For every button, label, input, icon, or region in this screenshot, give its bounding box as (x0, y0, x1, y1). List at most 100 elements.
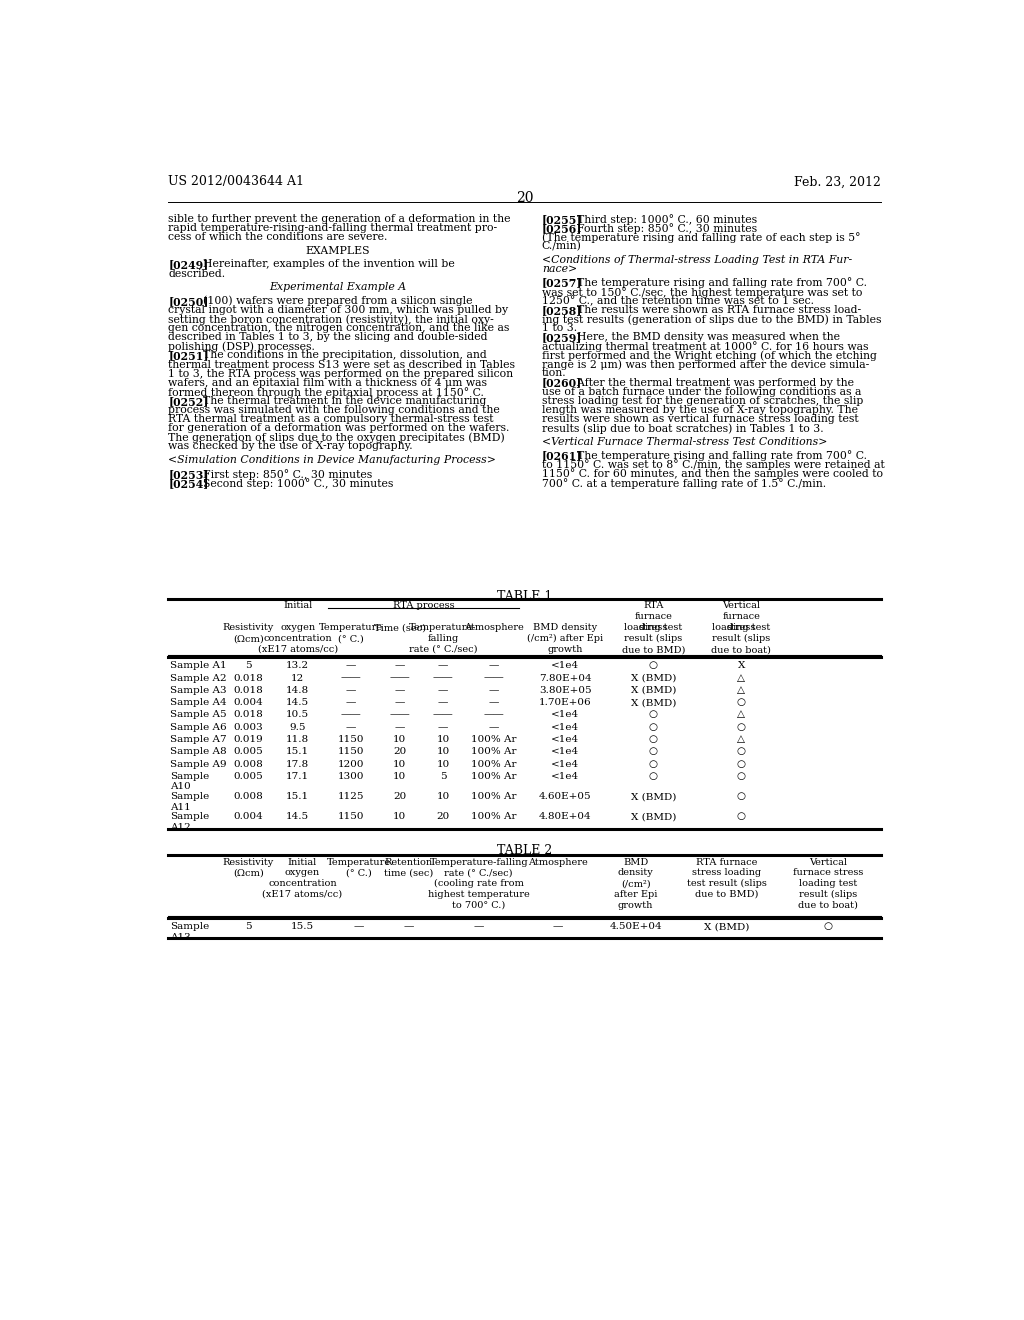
Text: rapid temperature-rising-and-falling thermal treatment pro-: rapid temperature-rising-and-falling the… (168, 223, 498, 232)
Text: 15.1: 15.1 (286, 747, 309, 756)
Text: —: — (353, 923, 364, 931)
Text: formed thereon through the epitaxial process at 1150° C.: formed thereon through the epitaxial pro… (168, 387, 484, 397)
Text: 0.018: 0.018 (233, 673, 263, 682)
Text: tion.: tion. (542, 368, 566, 379)
Text: <1e4: <1e4 (551, 747, 580, 756)
Text: —: — (346, 723, 356, 731)
Text: 1150: 1150 (338, 747, 365, 756)
Text: Hereinafter, examples of the invention will be: Hereinafter, examples of the invention w… (197, 260, 455, 269)
Text: Atmosphere: Atmosphere (528, 858, 588, 866)
Text: ——: —— (433, 673, 454, 682)
Text: Feb. 23, 2012: Feb. 23, 2012 (795, 176, 882, 189)
Text: <Simulation Conditions in Device Manufacturing Process>: <Simulation Conditions in Device Manufac… (168, 455, 497, 465)
Text: 700° C. at a temperature falling rate of 1.5° C./min.: 700° C. at a temperature falling rate of… (542, 478, 826, 488)
Text: ——: —— (389, 673, 410, 682)
Text: 17.1: 17.1 (286, 772, 309, 781)
Text: Sample A4: Sample A4 (170, 698, 226, 708)
Text: 3.80E+05: 3.80E+05 (539, 686, 592, 694)
Text: 10.5: 10.5 (286, 710, 309, 719)
Text: 1200: 1200 (338, 760, 365, 768)
Text: X: X (737, 661, 745, 671)
Text: Sample
A11: Sample A11 (170, 792, 209, 812)
Text: stress loading test for the generation of scratches, the slip: stress loading test for the generation o… (542, 396, 863, 405)
Text: X (BMD): X (BMD) (705, 923, 750, 931)
Text: ○: ○ (737, 760, 745, 768)
Text: results (slip due to boat scratches) in Tables 1 to 3.: results (slip due to boat scratches) in … (542, 422, 823, 433)
Text: 7.80E+04: 7.80E+04 (539, 673, 592, 682)
Text: 0.005: 0.005 (233, 772, 263, 781)
Text: 15.1: 15.1 (286, 792, 309, 801)
Text: US 2012/0043644 A1: US 2012/0043644 A1 (168, 176, 304, 189)
Text: ○: ○ (823, 923, 833, 931)
Text: Sample A8: Sample A8 (170, 747, 226, 756)
Text: TABLE 2: TABLE 2 (498, 845, 552, 858)
Text: was set to 150° C./sec, the highest temperature was set to: was set to 150° C./sec, the highest temp… (542, 286, 862, 297)
Text: first performed and the Wright etching (of which the etching: first performed and the Wright etching (… (542, 350, 877, 360)
Text: [0254]: [0254] (168, 478, 209, 488)
Text: The generation of slips due to the oxygen precipitates (BMD): The generation of slips due to the oxyge… (168, 432, 505, 442)
Text: The conditions in the precipitation, dissolution, and: The conditions in the precipitation, dis… (197, 350, 487, 360)
Text: <1e4: <1e4 (551, 723, 580, 731)
Text: First step: 850° C., 30 minutes: First step: 850° C., 30 minutes (197, 469, 373, 479)
Text: <1e4: <1e4 (551, 661, 580, 671)
Text: 0.005: 0.005 (233, 747, 263, 756)
Text: ——: —— (433, 710, 454, 719)
Text: use of a batch furnace under the following conditions as a: use of a batch furnace under the followi… (542, 387, 861, 396)
Text: 14.5: 14.5 (286, 812, 309, 821)
Text: Temperature-falling
rate (° C./sec)
(cooling rate from
highest temperature
to 70: Temperature-falling rate (° C./sec) (coo… (428, 858, 529, 909)
Text: —: — (346, 698, 356, 708)
Text: 10: 10 (393, 772, 407, 781)
Text: ○: ○ (737, 792, 745, 801)
Text: ○: ○ (649, 747, 658, 756)
Text: ing test results (generation of slips due to the BMD) in Tables: ing test results (generation of slips du… (542, 314, 882, 325)
Text: —: — (394, 661, 404, 671)
Text: Sample A6: Sample A6 (170, 723, 226, 731)
Text: [0255]: [0255] (542, 214, 583, 224)
Text: described in Tables 1 to 3, by the slicing and double-sided: described in Tables 1 to 3, by the slici… (168, 333, 487, 342)
Text: Vertical
furnace
stress: Vertical furnace stress (722, 601, 761, 632)
Text: 100% Ar: 100% Ar (471, 735, 517, 744)
Text: Sample
A10: Sample A10 (170, 772, 209, 792)
Text: was checked by the use of X-ray topography.: was checked by the use of X-ray topograp… (168, 441, 413, 451)
Text: —: — (394, 723, 404, 731)
Text: —: — (346, 661, 356, 671)
Text: —: — (438, 661, 449, 671)
Text: 10: 10 (393, 760, 407, 768)
Text: 5: 5 (245, 923, 252, 931)
Text: results were shown as vertical furnace stress loading test: results were shown as vertical furnace s… (542, 414, 858, 424)
Text: to 1150° C. was set to 8° C./min, the samples were retained at: to 1150° C. was set to 8° C./min, the sa… (542, 459, 885, 470)
Text: described.: described. (168, 268, 225, 279)
Text: △: △ (737, 735, 745, 744)
Text: [0251]: [0251] (168, 350, 209, 362)
Text: —: — (438, 723, 449, 731)
Text: 1.70E+06: 1.70E+06 (539, 698, 592, 708)
Text: 14.5: 14.5 (286, 698, 309, 708)
Text: ○: ○ (737, 812, 745, 821)
Text: <1e4: <1e4 (551, 760, 580, 768)
Text: <1e4: <1e4 (551, 710, 580, 719)
Text: 20: 20 (436, 812, 450, 821)
Text: RTA
furnace
stress: RTA furnace stress (635, 601, 673, 632)
Text: 0.018: 0.018 (233, 686, 263, 694)
Text: Sample A3: Sample A3 (170, 686, 226, 694)
Text: thermal treatment process S13 were set as described in Tables: thermal treatment process S13 were set a… (168, 359, 515, 370)
Text: 14.8: 14.8 (286, 686, 309, 694)
Text: Vertical
furnace stress
loading test
result (slips
due to boat): Vertical furnace stress loading test res… (793, 858, 863, 909)
Text: The thermal treatment in the device manufacturing: The thermal treatment in the device manu… (197, 396, 486, 405)
Text: [0260]: [0260] (542, 378, 582, 388)
Text: 20: 20 (516, 191, 534, 205)
Text: —: — (394, 698, 404, 708)
Text: 0.004: 0.004 (233, 812, 263, 821)
Text: 100% Ar: 100% Ar (471, 760, 517, 768)
Text: cess of which the conditions are severe.: cess of which the conditions are severe. (168, 232, 388, 242)
Text: Sample A9: Sample A9 (170, 760, 226, 768)
Text: X (BMD): X (BMD) (631, 698, 676, 708)
Text: ○: ○ (737, 723, 745, 731)
Text: ○: ○ (649, 760, 658, 768)
Text: X (BMD): X (BMD) (631, 792, 676, 801)
Text: 0.019: 0.019 (233, 735, 263, 744)
Text: [0256]: [0256] (542, 223, 583, 234)
Text: [0259]: [0259] (542, 333, 583, 343)
Text: 13.2: 13.2 (286, 661, 309, 671)
Text: —: — (438, 686, 449, 694)
